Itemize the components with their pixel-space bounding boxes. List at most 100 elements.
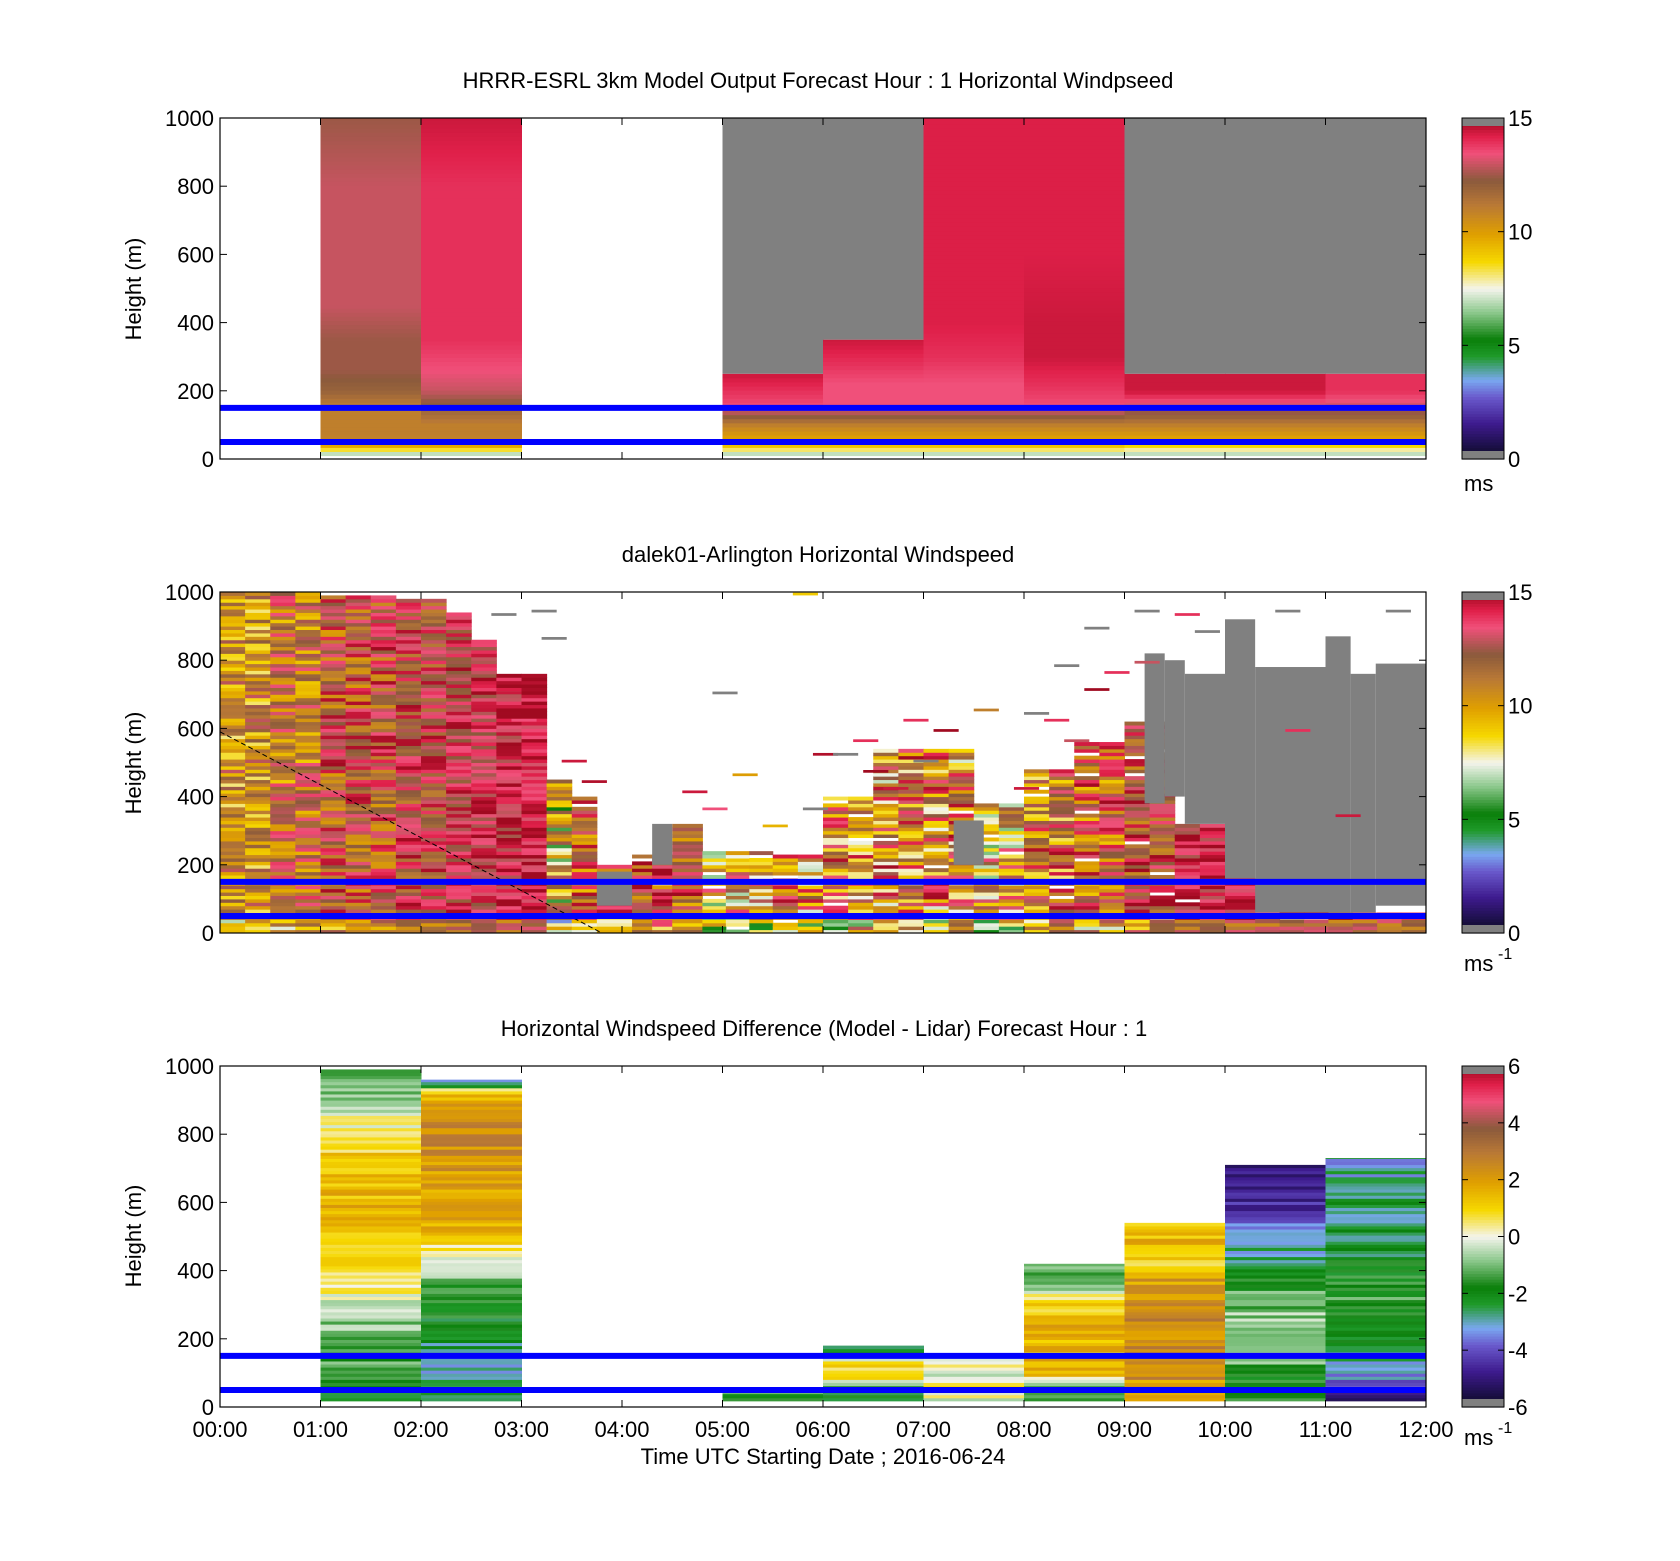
lidar-cell xyxy=(571,926,598,931)
lidar-cell xyxy=(1049,868,1075,873)
lidar-cell xyxy=(421,776,447,781)
lidar-cell xyxy=(320,615,347,620)
colorbar-swatch xyxy=(1462,1370,1504,1374)
difference-cell xyxy=(1225,1290,1326,1294)
lidar-cell xyxy=(521,724,548,729)
lidar-cell xyxy=(521,806,548,811)
model-cell xyxy=(320,156,422,162)
lidar-cell xyxy=(596,929,633,934)
lidar-cell xyxy=(1099,755,1125,760)
lidar-cell xyxy=(1225,905,1256,910)
lidar-cell xyxy=(772,909,799,914)
difference-cell xyxy=(923,1397,1025,1402)
lidar-cell xyxy=(270,796,296,801)
lidar-cell xyxy=(345,605,372,610)
colorbar-swatch xyxy=(1462,1387,1504,1391)
lidar-cell xyxy=(220,622,246,627)
difference-cell xyxy=(1225,1336,1326,1340)
lidar-cell xyxy=(421,728,447,733)
lidar-cell xyxy=(245,701,271,706)
lidar-cell xyxy=(998,813,1025,818)
difference-cell xyxy=(1325,1314,1427,1319)
lidar-cell xyxy=(220,782,246,787)
lidar-cell xyxy=(1124,926,1151,931)
colorbar-swatch xyxy=(1462,1111,1504,1115)
lidar-cell xyxy=(270,701,296,706)
lidar-cell xyxy=(446,796,472,801)
lidar-cell xyxy=(320,837,347,842)
difference-cell xyxy=(1325,1370,1427,1374)
lidar-cell xyxy=(395,704,422,709)
lidar-cell xyxy=(245,742,271,746)
lidar-cell xyxy=(446,776,472,781)
model-cell xyxy=(923,193,1025,199)
lidar-cell xyxy=(632,854,653,859)
lidar-cell xyxy=(898,779,924,784)
lidar-cell xyxy=(245,735,271,740)
difference-cell xyxy=(421,1321,522,1325)
colorbar-swatch xyxy=(1462,1250,1504,1255)
lidar-cell xyxy=(948,905,975,910)
lidar-cell xyxy=(295,718,321,723)
lidar-cell xyxy=(797,892,824,896)
lidar-cell xyxy=(873,755,899,760)
lidar-cell xyxy=(948,892,975,896)
lidar-cell xyxy=(632,895,653,900)
lidar-cell xyxy=(898,892,924,896)
lidar-cell xyxy=(823,827,849,832)
colorbar-swatch xyxy=(1462,1236,1504,1240)
lidar-cell xyxy=(1174,919,1201,924)
lidar-cell xyxy=(220,718,246,723)
lidar-cell xyxy=(1328,926,1354,931)
x-tick-label: 00:00 xyxy=(192,1417,247,1442)
lidar-cell xyxy=(496,898,522,903)
lidar-cell xyxy=(471,789,497,794)
colorbar-swatch xyxy=(1462,268,1504,273)
lidar-cell xyxy=(1049,898,1075,903)
lidar-cell xyxy=(672,885,703,890)
difference-cell xyxy=(320,1207,422,1212)
lidar-cell xyxy=(725,895,750,900)
model-cell xyxy=(1024,324,1125,330)
lidar-cell xyxy=(295,769,321,774)
difference-cell xyxy=(1225,1167,1326,1172)
lidar-cell xyxy=(571,902,598,907)
lidar-cell xyxy=(295,656,321,661)
model-cell xyxy=(320,291,422,297)
model-cell xyxy=(923,336,1025,342)
lidar-cell xyxy=(1024,827,1050,832)
colorbar-swatch xyxy=(1462,1307,1504,1311)
model-cell xyxy=(421,169,522,174)
lidar-cell xyxy=(998,895,1025,900)
lidar-cell xyxy=(446,868,472,873)
lidar-cell xyxy=(220,694,246,699)
lidar-cell xyxy=(395,690,422,695)
difference-cell xyxy=(421,1210,522,1215)
lidar-cell xyxy=(270,646,296,651)
lidar-cell xyxy=(1099,769,1125,774)
model-cell xyxy=(1124,422,1226,428)
lidar-cell xyxy=(797,854,824,859)
lidar-cell xyxy=(749,857,774,862)
lidar-cell xyxy=(395,684,422,688)
lidar-cell xyxy=(220,684,246,688)
lidar-cell xyxy=(345,701,372,706)
lidar-cell xyxy=(245,670,271,675)
difference-cell xyxy=(923,1357,1025,1362)
colorbar-swatch xyxy=(1462,362,1504,366)
colorbar-over xyxy=(1462,592,1504,600)
colorbar-swatch xyxy=(1462,688,1504,693)
lidar-cell xyxy=(345,892,372,896)
difference-cell xyxy=(320,1238,422,1242)
lidar-cell xyxy=(546,854,573,859)
colorbar-swatch xyxy=(1462,1173,1504,1178)
colorbar-swatch xyxy=(1462,228,1504,233)
difference-cell xyxy=(1225,1296,1326,1301)
lidar-cell xyxy=(1074,779,1100,784)
lidar-cell xyxy=(320,864,347,869)
lidar-cell xyxy=(1124,748,1151,753)
lidar-cell xyxy=(295,724,321,729)
lidar-cell xyxy=(772,888,799,893)
lidar-cell xyxy=(848,830,874,835)
lidar-cell xyxy=(320,636,347,641)
